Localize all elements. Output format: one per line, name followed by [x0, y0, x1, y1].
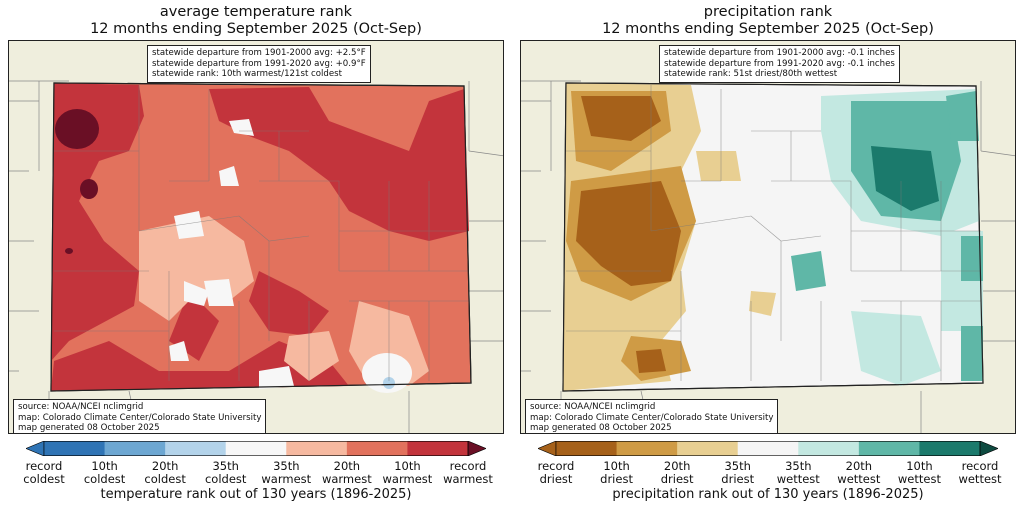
- precipitation-rank-fill: [563, 83, 983, 391]
- colorbar-tick-label: 20th warmest: [321, 459, 372, 486]
- colorbar-segment: [286, 441, 348, 456]
- temperature-subtitle: 12 months ending September 2025 (Oct-Sep…: [90, 21, 422, 37]
- colorbar-segment: [104, 441, 166, 456]
- colorbar-tick-label: 20th coldest: [144, 459, 186, 486]
- temperature-colorbar: [26, 441, 486, 456]
- precipitation-stats-box: statewide departure from 1901-2000 avg: …: [659, 45, 900, 83]
- precipitation-stat-1991: statewide departure from 1991-2020 avg: …: [664, 58, 895, 69]
- precipitation-map: statewide departure from 1901-2000 avg: …: [520, 40, 1016, 434]
- colorbar-segment: [556, 441, 618, 456]
- colorbar-tick-label: record driest: [537, 459, 575, 486]
- colorbar-tick-label: 35th wettest: [776, 459, 820, 486]
- map-date-line: map generated 08 October 2025: [18, 423, 160, 433]
- temperature-source-box: source: NOAA/NCEI nclimgrid map: Colorad…: [13, 399, 267, 433]
- colorbar-tick-label: 35th warmest: [261, 459, 312, 486]
- colorbar-tick-label: 10th wettest: [897, 459, 941, 486]
- precipitation-title: precipitation rank: [703, 4, 833, 20]
- source-line: source: NOAA/NCEI nclimgrid: [18, 402, 144, 412]
- colorbar-tick-label: record coldest: [23, 459, 65, 486]
- colorbar-outline: [555, 441, 981, 456]
- temperature-stat-rank: statewide rank: 10th warmest/121st colde…: [152, 69, 343, 79]
- map-credit-line: map: Colorado Climate Center/Colorado St…: [18, 412, 262, 423]
- colorbar-segment: [44, 441, 106, 456]
- colorbar-extend-low: [26, 441, 45, 456]
- colorbar-tick-label: record wettest: [958, 459, 1002, 486]
- temperature-stats-box: statewide departure from 1901-2000 avg: …: [147, 45, 371, 83]
- temperature-stat-1991: statewide departure from 1991-2020 avg: …: [152, 58, 366, 69]
- colorbar-segment: [858, 441, 920, 456]
- colorbar-tick-label: 10th driest: [600, 459, 633, 486]
- precipitation-subtitle: 12 months ending September 2025 (Oct-Sep…: [602, 21, 934, 37]
- colorbar-segment: [737, 441, 799, 456]
- colorbar-tick-label: 10th warmest: [382, 459, 433, 486]
- county-lines: [54, 85, 469, 381]
- temperature-colorbar-title: temperature rank out of 130 years (1896-…: [100, 487, 412, 502]
- temperature-panel: average temperature rank 12 months endin…: [8, 4, 504, 502]
- precipitation-colorbar-ticks: record driest 10th driest 20th driest 35th drie…: [538, 459, 1002, 488]
- precipitation-source-box: source: NOAA/NCEI nclimgrid map: Colorad…: [525, 399, 779, 433]
- colorbar-segment: [616, 441, 678, 456]
- colorbar-tick-label: 35th coldest: [204, 459, 247, 486]
- precipitation-colorbar: [538, 441, 998, 456]
- colorbar-tick-label: 35th driest: [721, 459, 755, 486]
- map-credit-line: map: Colorado Climate Center/Colorado St…: [530, 412, 774, 423]
- precipitation-stat-rank: statewide rank: 51st driest/80th wettest: [664, 69, 838, 79]
- colorbar-tick-label: 20th wettest: [837, 459, 881, 486]
- temperature-map: statewide departure from 1901-2000 avg: …: [8, 40, 504, 434]
- temperature-colorbar-ticks: record coldest 10th coldest 20th coldest 35th c…: [23, 459, 493, 488]
- temperature-title: average temperature rank: [159, 4, 353, 20]
- colorbar-outline: [43, 441, 469, 456]
- colorbar-segment: [919, 441, 981, 456]
- precipitation-colorbar-title: precipitation rank out of 130 years (189…: [612, 487, 924, 502]
- colorbar-segment: [677, 441, 739, 456]
- colorbar-extend-high: [467, 441, 486, 456]
- county-lines: [566, 85, 981, 381]
- colorbar-segment: [798, 441, 860, 456]
- temperature-stat-1901: statewide departure from 1901-2000 avg: …: [152, 48, 366, 58]
- colorbar-tick-label: 20th driest: [660, 459, 694, 486]
- map-date-line: map generated 08 October 2025: [530, 423, 672, 433]
- colorbar-segment: [346, 441, 408, 456]
- colorbar-tick-label: record warmest: [443, 459, 493, 486]
- colorbar-extend-low: [538, 441, 557, 456]
- colorbar-segment: [225, 441, 287, 456]
- colorbar-segment: [165, 441, 227, 456]
- colorbar-extend-high: [979, 441, 998, 456]
- precipitation-panel: precipitation rank 12 months ending Sept…: [512, 0, 1024, 510]
- colorbar-tick-label: 10th coldest: [83, 459, 126, 486]
- source-line: source: NOAA/NCEI nclimgrid: [530, 402, 656, 412]
- colorbar-segment: [407, 441, 469, 456]
- precipitation-stat-1901: statewide departure from 1901-2000 avg: …: [664, 48, 895, 58]
